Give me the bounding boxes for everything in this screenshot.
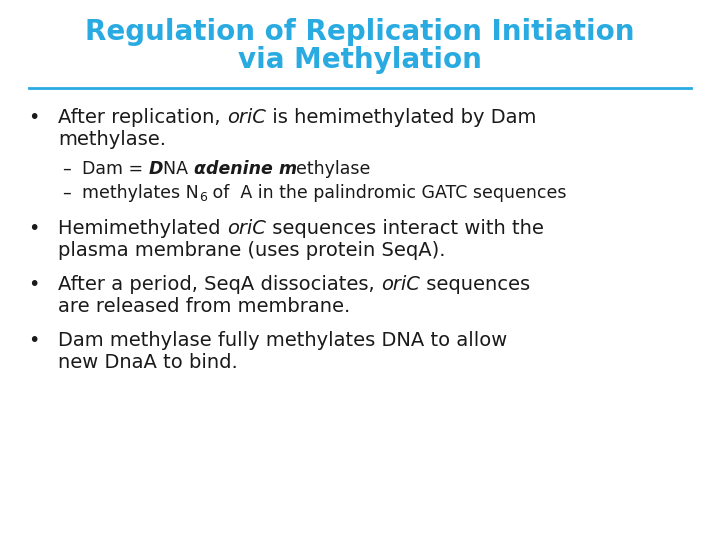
Text: αdenine: αdenine (194, 160, 278, 178)
Text: –: – (62, 160, 71, 178)
Text: of  A in the palindromic GATC sequences: of A in the palindromic GATC sequences (207, 184, 566, 202)
Text: ethylase: ethylase (297, 160, 371, 178)
Text: sequences: sequences (420, 275, 530, 294)
Text: •: • (28, 331, 40, 350)
Text: is hemimethylated by Dam: is hemimethylated by Dam (266, 108, 536, 127)
Text: •: • (28, 108, 40, 127)
Text: new DnaA to bind.: new DnaA to bind. (58, 353, 238, 372)
Text: oriC: oriC (227, 219, 266, 238)
Text: oriC: oriC (227, 108, 266, 127)
Text: D: D (148, 160, 163, 178)
Text: After a period, SeqA dissociates,: After a period, SeqA dissociates, (58, 275, 381, 294)
Text: NA: NA (163, 160, 194, 178)
Text: After replication,: After replication, (58, 108, 227, 127)
Text: 6: 6 (199, 191, 207, 204)
Text: methylates N: methylates N (82, 184, 199, 202)
Text: Dam =: Dam = (82, 160, 148, 178)
Text: Dam methylase fully methylates DNA to allow: Dam methylase fully methylates DNA to al… (58, 331, 508, 350)
Text: Hemimethylated: Hemimethylated (58, 219, 227, 238)
Text: Regulation of Replication Initiation: Regulation of Replication Initiation (85, 18, 635, 46)
Text: are released from membrane.: are released from membrane. (58, 297, 350, 316)
Text: plasma membrane (uses protein SeqA).: plasma membrane (uses protein SeqA). (58, 241, 446, 260)
Text: oriC: oriC (381, 275, 420, 294)
Text: sequences interact with the: sequences interact with the (266, 219, 544, 238)
Text: –: – (62, 184, 71, 202)
Text: •: • (28, 275, 40, 294)
Text: m: m (278, 160, 297, 178)
Text: methylase.: methylase. (58, 130, 166, 149)
Text: •: • (28, 219, 40, 238)
Text: via Methylation: via Methylation (238, 46, 482, 74)
